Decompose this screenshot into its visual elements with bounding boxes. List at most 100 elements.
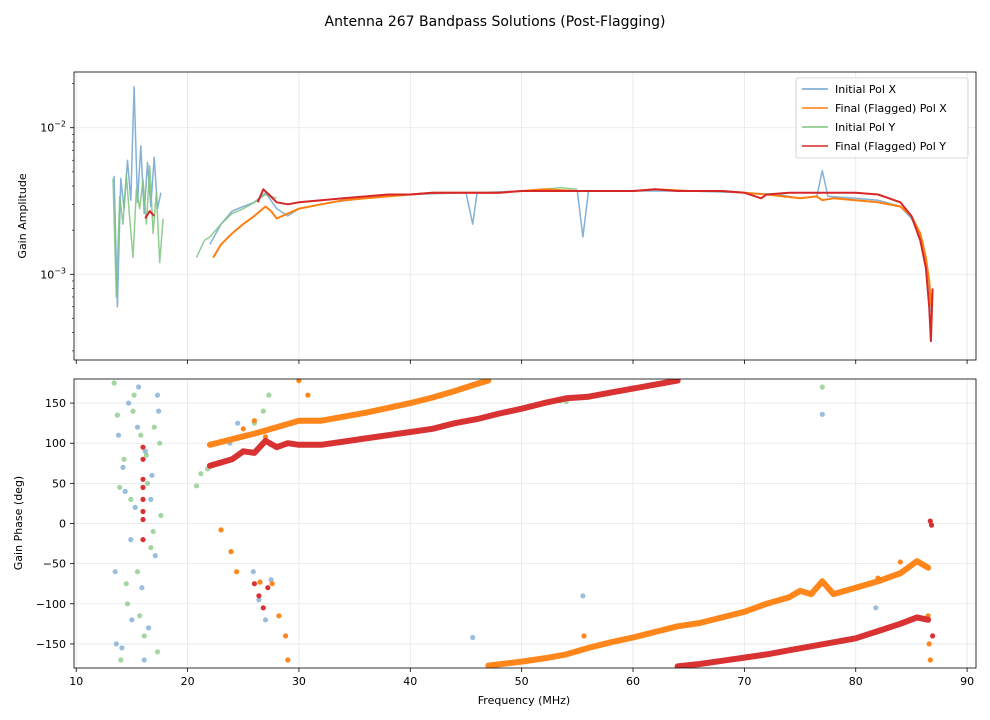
- phase-point-initial-pol-y: [141, 633, 147, 639]
- phase-point-final-flagged-pol-x: [228, 549, 234, 555]
- amp-line-initial-pol-x: [209, 169, 933, 313]
- phase-point-initial-pol-x: [152, 553, 158, 559]
- phase-band-final-flagged-pol-y: [206, 379, 681, 469]
- phase-point-final-flagged-pol-x: [875, 575, 881, 581]
- phase-point-initial-pol-y: [128, 496, 134, 502]
- phase-point-final-flagged-pol-y: [140, 496, 146, 502]
- phase-point-final-flagged-pol-y: [256, 593, 262, 599]
- phase-point-initial-pol-y: [198, 471, 204, 477]
- phase-point-initial-pol-y: [193, 483, 200, 489]
- legend: Initial Pol X Final (Flagged) Pol X Init…: [795, 77, 969, 159]
- phase-x-tick-label: 20: [181, 675, 195, 688]
- phase-point-initial-pol-y: [148, 545, 154, 551]
- phase-point-initial-pol-y: [124, 601, 131, 607]
- phase-point-final-flagged-pol-x: [283, 633, 289, 639]
- phase-point-initial-pol-y: [150, 528, 156, 535]
- phase-point-initial-pol-y: [134, 569, 141, 575]
- phase-point-initial-pol-y: [111, 380, 117, 386]
- phase-ticks: 10 20 30 40 50 60 70 80 90 −150 −100 −50 0 50 100 150: [36, 397, 974, 688]
- phase-point-initial-pol-x: [819, 411, 825, 417]
- phase-point-initial-pol-y: [260, 408, 266, 414]
- phase-point-initial-pol-x: [113, 641, 119, 647]
- phase-point-final-flagged-pol-x: [234, 569, 240, 575]
- phase-x-tick-label: 80: [849, 675, 863, 688]
- phase-point-initial-pol-x: [132, 504, 138, 510]
- amp-line-initial-pol-y: [195, 193, 277, 258]
- phase-x-tick-label: 10: [69, 675, 83, 688]
- phase-point-initial-pol-y: [117, 484, 123, 490]
- phase-point-final-flagged-pol-y: [140, 516, 146, 523]
- phase-xlabel: Frequency (MHz): [478, 694, 570, 707]
- phase-point-initial-pol-x: [154, 392, 161, 398]
- phase-point-initial-pol-x: [126, 400, 132, 406]
- phase-point-final-flagged-pol-x: [926, 641, 932, 647]
- phase-point-initial-pol-x: [268, 577, 274, 583]
- phase-x-tick-label: 40: [403, 675, 417, 688]
- legend-box: [795, 77, 969, 159]
- phase-point-initial-pol-y: [157, 440, 163, 446]
- phase-point-initial-pol-x: [122, 488, 128, 494]
- phase-point-final-flagged-pol-x: [257, 579, 263, 585]
- phase-point-initial-pol-y: [266, 392, 272, 398]
- phase-y-tick-label: −100: [36, 598, 66, 611]
- phase-point-final-flagged-pol-x: [251, 418, 257, 424]
- phase-point-initial-pol-y: [131, 392, 137, 398]
- phase-band-final-flagged-pol-x: [485, 558, 932, 668]
- phase-band-final-flagged-pol-y: [674, 614, 932, 668]
- phase-point-initial-pol-x: [156, 408, 162, 414]
- amplitude-ticks: 10−3 10−2: [40, 83, 968, 364]
- amplitude-axes-frame: [73, 71, 977, 361]
- phase-ylabel: Gain Phase (deg): [12, 476, 25, 570]
- amp-y-tick-label: 10−3: [40, 266, 66, 281]
- legend-label-initial-x: Initial Pol X: [835, 83, 896, 96]
- phase-point-final-flagged-pol-y: [260, 605, 266, 611]
- phase-x-tick-label: 60: [626, 675, 640, 688]
- phase-point-final-flagged-pol-x: [269, 581, 275, 587]
- amplitude-series-layer: [112, 86, 934, 343]
- amplitude-plot-area: [112, 86, 934, 343]
- phase-point-initial-pol-x: [580, 593, 586, 599]
- phase-point-initial-pol-x: [262, 617, 269, 623]
- phase-point-initial-pol-x: [235, 420, 241, 426]
- phase-point-final-flagged-pol-y: [930, 633, 936, 639]
- phase-plot-area: [111, 379, 936, 668]
- phase-point-initial-pol-y: [151, 424, 157, 430]
- amplitude-panel: 10−3 10−2 Gain Amplitude Initial Pol X Fi…: [16, 71, 977, 364]
- phase-point-initial-pol-y: [143, 452, 149, 458]
- figure-title: Antenna 267 Bandpass Solutions (Post-Fla…: [325, 14, 666, 30]
- phase-point-initial-pol-x: [112, 569, 118, 575]
- phase-point-final-flagged-pol-y: [251, 581, 257, 587]
- phase-point-initial-pol-x: [119, 645, 125, 651]
- phase-point-initial-pol-y: [123, 581, 129, 587]
- phase-y-tick-label: 150: [45, 397, 66, 410]
- phase-point-final-flagged-pol-x: [296, 379, 302, 384]
- phase-y-tick-label: −150: [36, 638, 66, 651]
- phase-point-final-flagged-pol-x: [285, 657, 291, 663]
- phase-point-initial-pol-y: [144, 480, 151, 486]
- amplitude-grid: [74, 72, 976, 360]
- phase-point-initial-pol-x: [873, 605, 879, 611]
- phase-point-final-flagged-pol-y: [140, 444, 146, 450]
- phase-point-initial-pol-y: [121, 456, 127, 462]
- phase-point-final-flagged-pol-x: [218, 527, 224, 533]
- phase-point-initial-pol-x: [148, 496, 154, 502]
- phase-point-initial-pol-x: [256, 597, 262, 603]
- phase-series-layer: [111, 379, 936, 668]
- phase-point-initial-pol-x: [146, 625, 152, 631]
- phase-point-final-flagged-pol-x: [927, 657, 933, 663]
- phase-point-initial-pol-x: [134, 424, 141, 430]
- legend-label-final-x: Final (Flagged) Pol X: [835, 102, 947, 115]
- phase-panel: 10 20 30 40 50 60 70 80 90 −150 −100 −50 0 50 100 150 G…: [12, 378, 977, 707]
- amp-line-final-flagged-pol-y: [144, 210, 155, 220]
- phase-point-initial-pol-x: [470, 634, 476, 641]
- phase-point-final-flagged-pol-y: [927, 518, 933, 524]
- phase-point-initial-pol-x: [250, 569, 256, 575]
- phase-point-initial-pol-x: [128, 537, 134, 543]
- phase-point-final-flagged-pol-y: [140, 484, 146, 490]
- phase-point-initial-pol-x: [129, 617, 135, 623]
- phase-point-final-flagged-pol-y: [140, 456, 146, 462]
- phase-point-initial-pol-y: [154, 649, 161, 655]
- phase-x-tick-label: 50: [515, 675, 529, 688]
- phase-point-initial-pol-y: [114, 412, 120, 418]
